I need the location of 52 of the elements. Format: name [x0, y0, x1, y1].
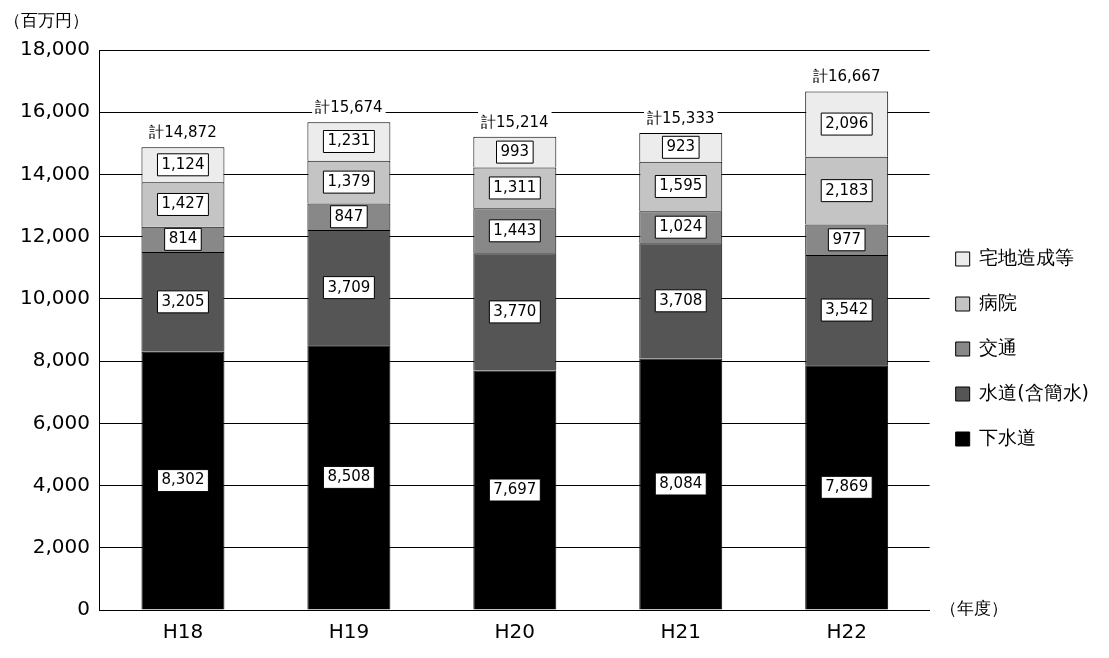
- y-tick-label: 4,000: [32, 471, 90, 496]
- y-tick-label: 2,000: [32, 533, 90, 558]
- data-label: 847: [334, 206, 364, 225]
- legend-label: 交通: [979, 335, 1018, 358]
- total-label: 計15,674: [315, 98, 383, 117]
- y-tick-label: 6,000: [32, 409, 90, 434]
- data-label: 1,379: [327, 172, 371, 190]
- data-label: 1,427: [161, 194, 205, 213]
- legend-label: 下水道: [979, 425, 1037, 448]
- data-label: 1,595: [659, 176, 703, 195]
- total-label: 計15,333: [647, 108, 715, 127]
- total-label: 計15,214: [481, 112, 549, 131]
- data-label: 8,302: [161, 470, 205, 489]
- data-label: 3,770: [493, 301, 537, 320]
- data-label: 3,708: [659, 290, 703, 309]
- y-tick-label: 14,000: [20, 160, 90, 185]
- x-tick-label: H20: [494, 619, 536, 644]
- y-axis-title: （百万円）: [4, 10, 89, 31]
- x-tick-label: H19: [328, 619, 370, 644]
- data-label: 977: [832, 229, 862, 248]
- data-label: 1,443: [493, 220, 537, 239]
- x-tick-label: H21: [660, 619, 702, 644]
- legend-label: 宅地造成等: [979, 245, 1075, 268]
- data-label: 8,508: [327, 467, 371, 486]
- data-label: 1,124: [161, 154, 205, 173]
- y-tick-label: 10,000: [20, 285, 90, 310]
- data-label: 923: [666, 137, 696, 156]
- data-label: 8,084: [659, 473, 703, 492]
- data-label: 2,183: [825, 180, 869, 199]
- data-label: 3,542: [825, 299, 869, 318]
- data-label: 814: [168, 229, 198, 248]
- total-label: 計14,872: [149, 123, 217, 142]
- data-label: 1,024: [659, 217, 703, 236]
- data-label: 7,697: [493, 479, 537, 498]
- y-tick-label: 0: [77, 596, 90, 621]
- x-tick-label: H22: [826, 619, 867, 644]
- data-label: 2,096: [825, 113, 869, 132]
- x-axis-title: （年度）: [939, 598, 1008, 619]
- data-label: 7,869: [825, 477, 869, 496]
- y-tick-label: 12,000: [20, 222, 90, 247]
- total-label: 計16,667: [812, 67, 881, 86]
- x-tick-label: H18: [162, 619, 204, 644]
- legend-label: 水道(含簡水): [979, 380, 1089, 403]
- legend-label: 病院: [979, 290, 1018, 313]
- y-tick-label: 8,000: [32, 347, 90, 372]
- data-label: 993: [500, 142, 530, 161]
- data-label: 3,205: [161, 291, 205, 310]
- y-tick-label: 18,000: [20, 36, 90, 61]
- y-tick-label: 16,000: [20, 98, 90, 123]
- data-label: 1,311: [493, 177, 537, 196]
- data-label: 1,231: [327, 131, 371, 150]
- data-label: 3,709: [327, 277, 371, 296]
